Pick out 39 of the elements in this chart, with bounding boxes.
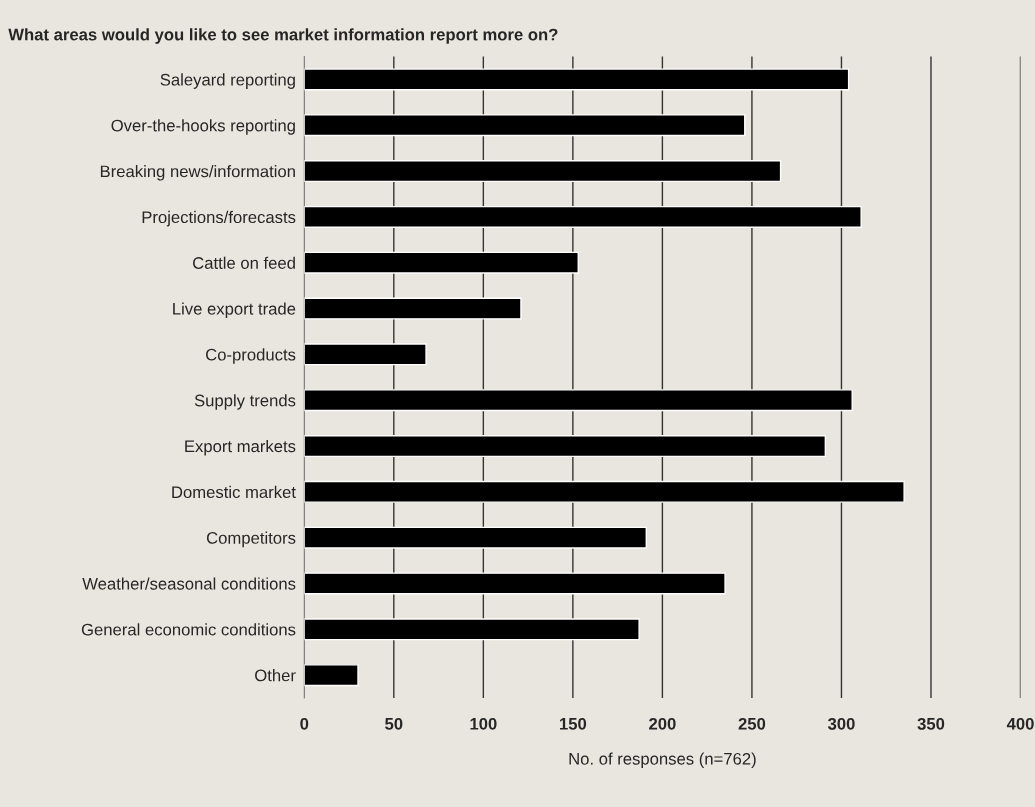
bar [304, 251, 579, 274]
x-axis-title: No. of responses (n=762) [569, 752, 756, 769]
bar [304, 205, 862, 228]
bar [304, 572, 726, 595]
x-tick-label: 250 [738, 717, 766, 730]
y-tick-label: Breaking news/information [100, 165, 295, 181]
x-tick-label: 400 [1006, 717, 1034, 730]
bar [304, 114, 746, 137]
y-tick-label: Domestic market [172, 485, 296, 499]
y-tick-label: General economic conditions [81, 623, 296, 636]
bar [304, 480, 905, 503]
x-tick-label: 100 [470, 717, 497, 730]
bar [304, 435, 827, 458]
x-tick-label: 50 [385, 717, 403, 730]
y-tick-label: Competitors [206, 531, 296, 548]
y-tick-label: Saleyard reporting [160, 73, 295, 89]
y-tick-label: Weather/seasonal conditions [82, 577, 296, 590]
bar [304, 664, 359, 687]
y-tick-label: Live export trade [173, 302, 296, 319]
bar [304, 526, 647, 549]
y-tick-label: Co-products [206, 348, 296, 364]
x-tick-label: 150 [560, 717, 587, 730]
y-tick-label: Export markets [185, 439, 296, 456]
y-tick-label: Cattle on feed [193, 256, 295, 269]
chart-title: What areas would you like to see market information report more on? [8, 28, 558, 44]
bar [304, 68, 850, 91]
bar [304, 389, 853, 412]
bar [304, 618, 640, 641]
x-tick-label: 300 [827, 717, 855, 730]
x-tick-label: 350 [917, 717, 945, 730]
y-tick-label: Over-the-hooks reporting [111, 119, 295, 135]
bar [304, 343, 427, 366]
x-tick-label: 0 [300, 717, 309, 730]
x-tick-label: 200 [649, 717, 676, 730]
bar [304, 297, 522, 320]
y-tick-label: Other [255, 669, 296, 682]
y-tick-label: Supply trends [194, 394, 296, 410]
y-tick-label: Projections/forecasts [142, 210, 296, 227]
bar [304, 160, 782, 183]
